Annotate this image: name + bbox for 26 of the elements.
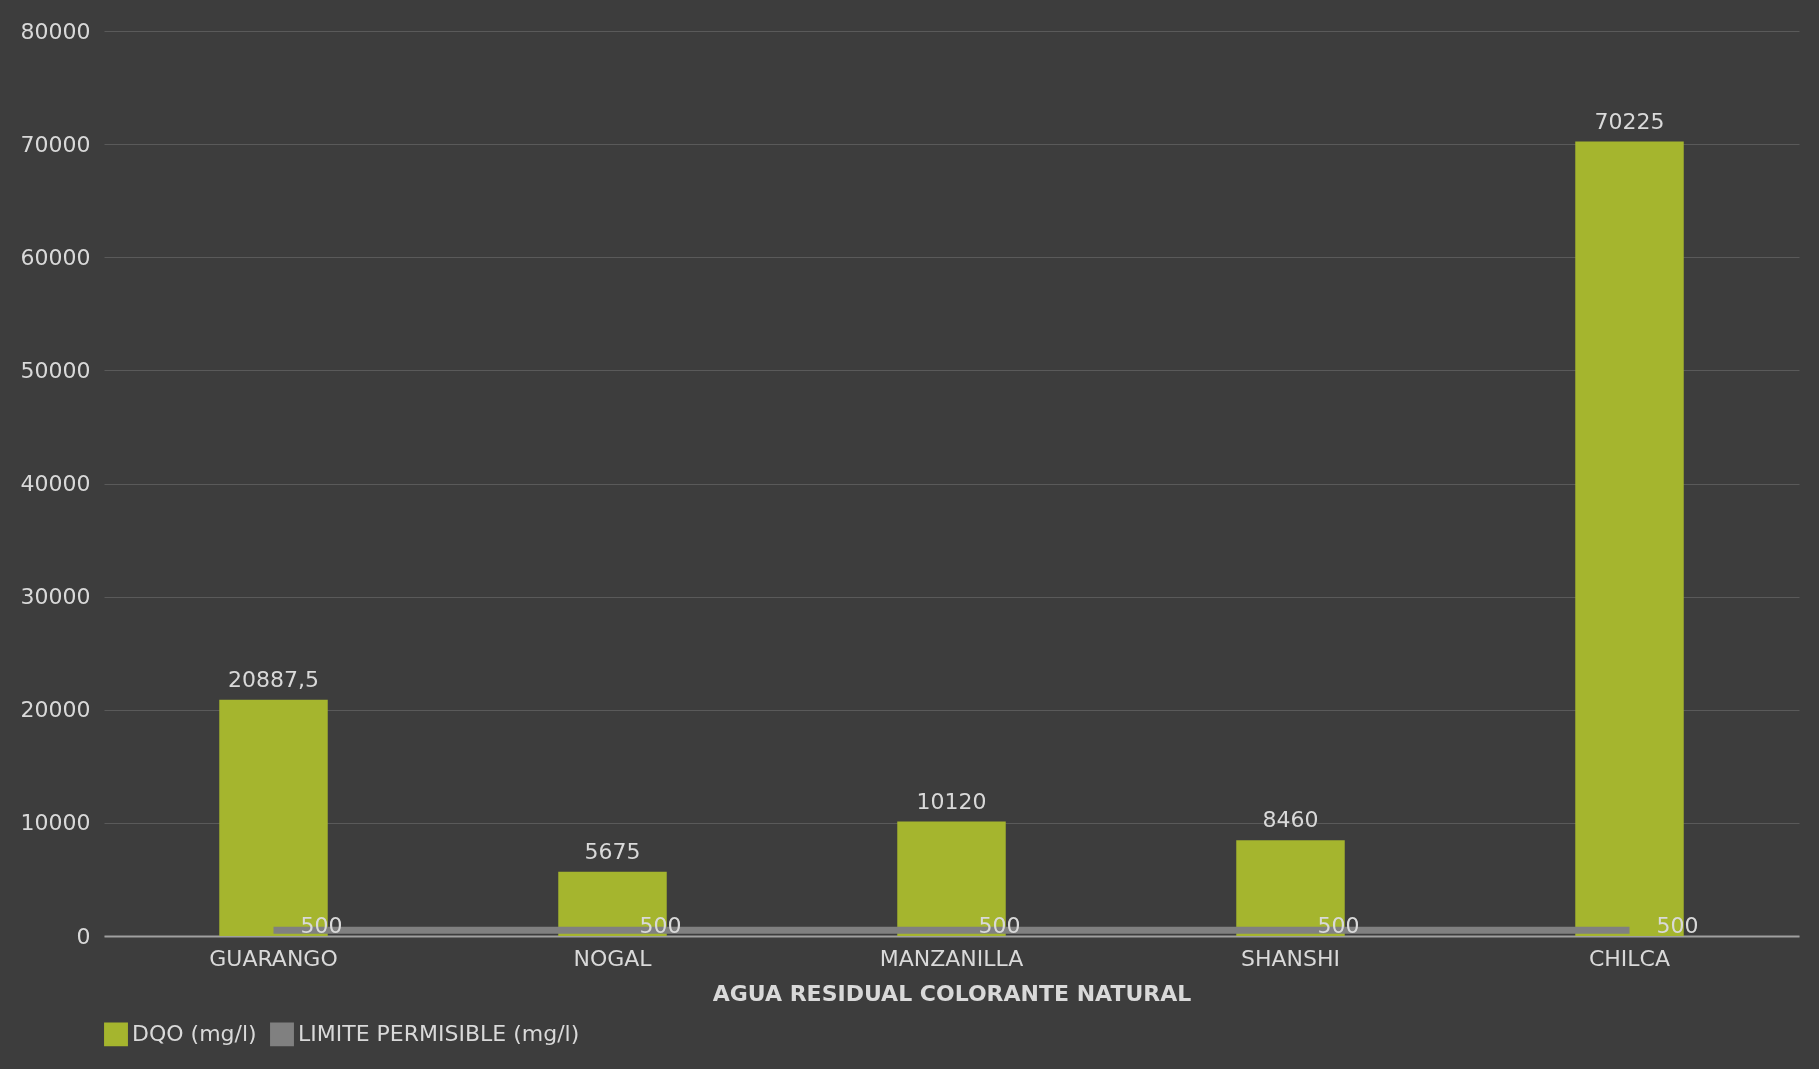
x-axis-title: AGUA RESIDUAL COLORANTE NATURAL xyxy=(712,980,1192,1006)
y-tick-label: 80000 xyxy=(20,18,91,44)
data-label: 8460 xyxy=(1262,807,1319,833)
y-tick-label: 40000 xyxy=(20,471,91,496)
y-tick-label: 20000 xyxy=(20,697,91,723)
data-label: 500 xyxy=(639,913,682,939)
y-tick-label: 0 xyxy=(76,923,91,949)
x-tick-label: SHANSHI xyxy=(1240,945,1341,971)
y-tick-label: 30000 xyxy=(20,584,91,610)
y-tick-label: 10000 xyxy=(20,810,91,836)
y-tick-label: 50000 xyxy=(20,357,91,383)
data-label: 500 xyxy=(1317,913,1360,939)
x-tick-label: MANZANILLA xyxy=(879,945,1024,971)
data-label: 70225 xyxy=(1594,108,1665,134)
x-tick-label: GUARANGO xyxy=(209,945,338,971)
legend-label: DQO (mg/l) xyxy=(132,1021,257,1047)
legend-label: LIMITE PERMISIBLE (mg/l) xyxy=(298,1021,580,1047)
data-label: 5675 xyxy=(584,838,641,864)
data-label: 10120 xyxy=(916,788,987,814)
data-label: 500 xyxy=(300,913,343,939)
x-tick-label: NOGAL xyxy=(573,945,653,971)
x-tick-label: CHILCA xyxy=(1588,945,1671,971)
y-tick-label: 70000 xyxy=(20,131,91,157)
y-tick-label: 60000 xyxy=(20,244,91,270)
data-label: 500 xyxy=(978,913,1021,939)
data-label: 20887,5 xyxy=(228,666,319,692)
